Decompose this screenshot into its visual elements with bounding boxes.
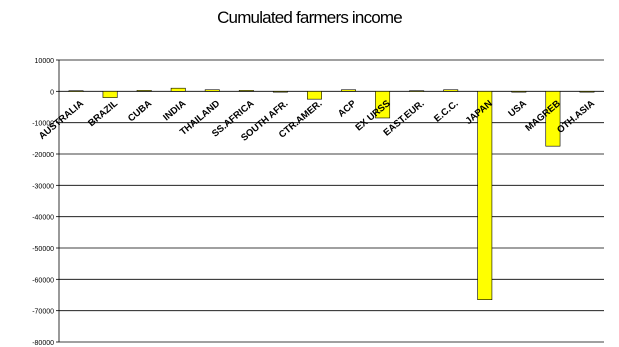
bar-japan xyxy=(477,91,493,301)
y-tick-label: 10000 xyxy=(35,58,55,65)
chart-title: Cumulated farmers income xyxy=(217,8,403,27)
bar-east-eur xyxy=(409,90,425,92)
x-tick-label: USA xyxy=(506,98,529,119)
bar-usa xyxy=(511,91,527,93)
x-tick-label: INDIA xyxy=(161,98,188,123)
y-tick-label: -60000 xyxy=(32,277,54,284)
y-tick-label: -20000 xyxy=(32,152,54,159)
x-tick-label: ACP xyxy=(336,98,359,120)
bar-thailand xyxy=(204,89,220,92)
x-tick-label: E.C.C. xyxy=(432,98,461,124)
x-tick-label: BRAZIL xyxy=(86,98,120,129)
bar-cuba xyxy=(136,90,152,92)
y-tick-label: -30000 xyxy=(32,183,54,190)
y-tick-label: -10000 xyxy=(32,121,54,128)
bar-oth-asia xyxy=(579,91,595,93)
y-tick-label: -40000 xyxy=(32,215,54,222)
bar-e-c-c xyxy=(443,89,459,92)
bar-brazil xyxy=(102,91,118,98)
bar-acp xyxy=(341,89,356,92)
bar-magreb xyxy=(545,91,561,147)
bar-south-afr xyxy=(272,91,288,93)
bar-india xyxy=(170,87,186,92)
x-tick-label: CUBA xyxy=(126,98,154,124)
bar-australia xyxy=(68,90,84,92)
y-tick-label: -80000 xyxy=(32,340,54,347)
bar-ss-africa xyxy=(238,90,254,92)
y-tick-label: -70000 xyxy=(32,309,54,316)
y-tick-label: 0 xyxy=(50,89,54,96)
y-tick-label: -50000 xyxy=(32,246,54,253)
bar-ctr-amer xyxy=(307,91,322,100)
bar-ex-urss xyxy=(375,91,391,119)
x-tick-label: OTH.ASIA xyxy=(555,98,597,136)
